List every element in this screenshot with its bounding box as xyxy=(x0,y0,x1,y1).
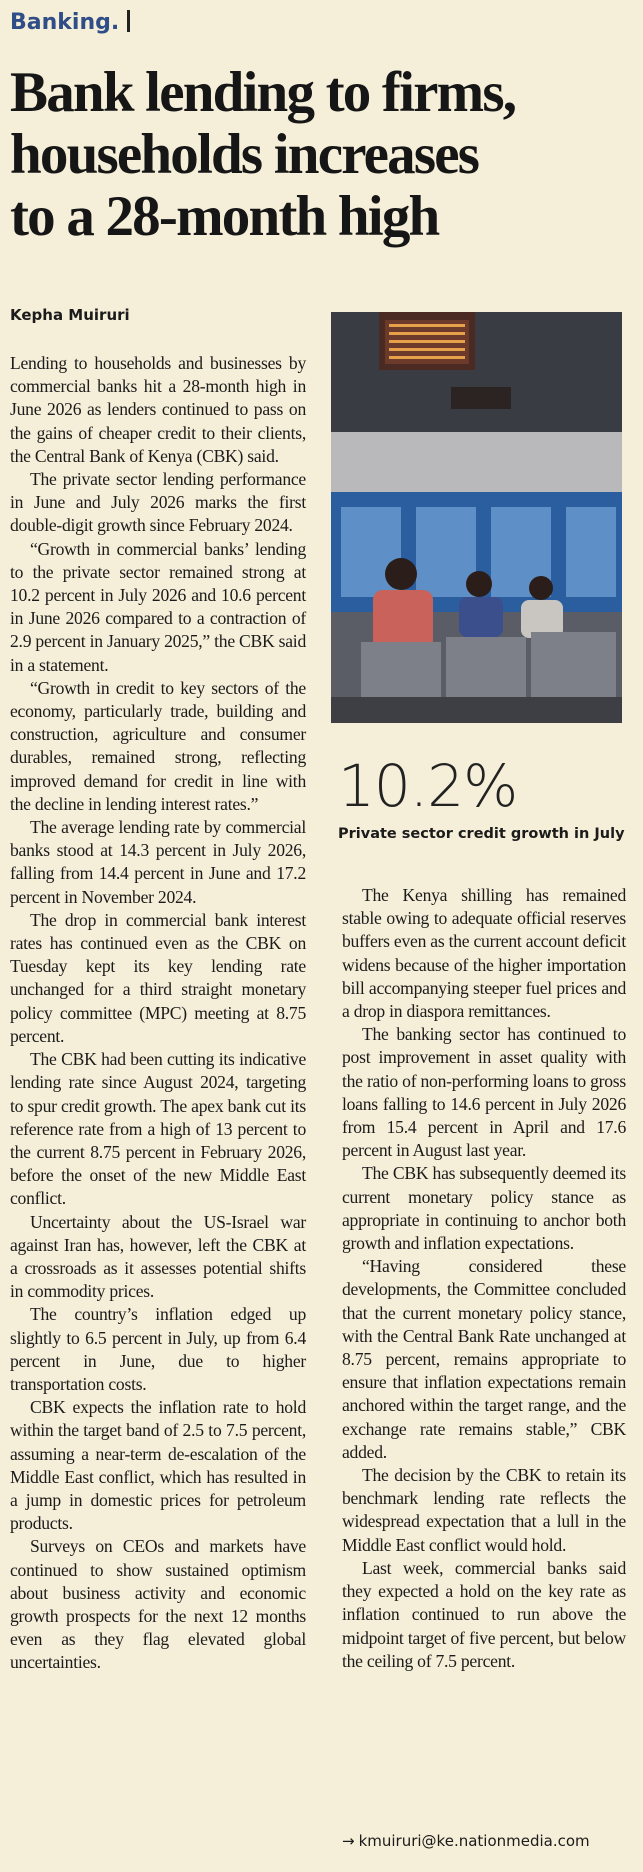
author-email: kmuiruri@ke.nationmedia.com xyxy=(342,1832,590,1850)
paragraph: The decision by the CBK to retain its be… xyxy=(342,1465,626,1555)
paragraph: The country’s inflation edged up slightl… xyxy=(10,1304,306,1394)
paragraph: The Kenya shilling has remained stable o… xyxy=(342,885,626,1022)
left-column: Lending to households and businesses by … xyxy=(10,352,306,1675)
stat-value: 10.2% xyxy=(338,752,518,820)
paragraph: Last week, commercial banks said they ex… xyxy=(342,1557,626,1671)
paragraph: The CBK has subsequently deemed its curr… xyxy=(342,1163,626,1254)
photo xyxy=(331,312,622,723)
stat-caption: Private sector credit growth in July xyxy=(338,826,625,842)
section-label: Banking. xyxy=(10,10,130,35)
paragraph: Lending to households and businesses by … xyxy=(10,353,306,466)
paragraph: “Growth in commercial banks’ lending to … xyxy=(10,538,306,675)
paragraph: The CBK had been cutting its indicative … xyxy=(10,1049,306,1209)
paragraph: The banking sector has continued to post… xyxy=(342,1024,626,1161)
paragraph: “Growth in credit to key sectors of the … xyxy=(10,677,306,814)
right-column: The Kenya shilling has remained stable o… xyxy=(342,884,626,1673)
paragraph: Surveys on CEOs and markets have continu… xyxy=(10,1536,306,1673)
paragraph: Uncertainty about the US-Israel war agai… xyxy=(10,1211,306,1302)
headline-line: households increases xyxy=(10,123,480,186)
byline: Kepha Muiruri xyxy=(10,306,130,324)
headline-line: to a 28-month high xyxy=(10,185,440,248)
headline: Bank lending to firms, households increas… xyxy=(10,62,640,248)
paragraph: CBK expects the inflation rate to hold w… xyxy=(10,1397,306,1534)
headline-line: Bank lending to firms, xyxy=(10,61,517,124)
paragraph: “Having considered these developments, t… xyxy=(342,1256,626,1462)
paragraph: The average lending rate by commercial b… xyxy=(10,817,306,907)
paragraph: The private sector lending performance i… xyxy=(10,469,306,536)
paragraph: The drop in commercial bank interest rat… xyxy=(10,909,306,1046)
